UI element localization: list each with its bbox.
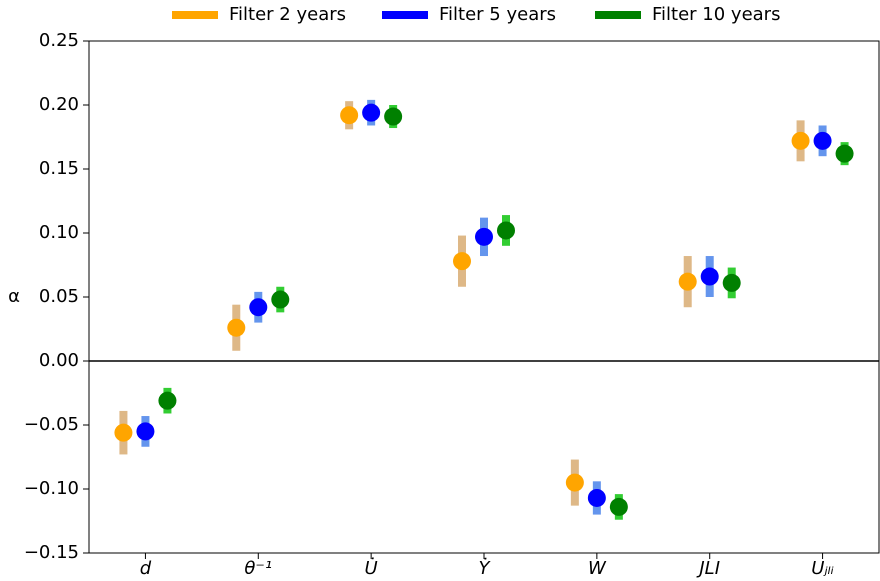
legend-label: Filter 5 years — [439, 4, 556, 25]
marker — [565, 473, 584, 492]
y-tick-label: −0.05 — [24, 414, 79, 435]
marker — [340, 106, 359, 125]
marker — [249, 298, 268, 317]
marker — [678, 272, 697, 291]
marker — [114, 423, 133, 442]
y-tick-label: 0.15 — [39, 158, 79, 179]
x-tick-label: θ⁻¹ — [244, 558, 272, 579]
y-tick-label: 0.25 — [39, 30, 79, 51]
marker — [384, 107, 403, 126]
marker — [791, 131, 810, 150]
y-axis-label: α — [8, 286, 20, 307]
marker — [700, 267, 719, 286]
plot-frame — [88, 40, 880, 554]
marker — [136, 422, 155, 441]
x-tick-label: Ẏ — [479, 558, 492, 579]
x-tick-label: JLI — [696, 558, 720, 579]
marker — [497, 221, 515, 240]
x-tick-label: U̇ — [365, 558, 378, 579]
marker — [722, 273, 741, 292]
y-tick-label: 0.00 — [39, 350, 79, 371]
marker — [813, 131, 832, 150]
marker — [453, 252, 471, 271]
marker — [227, 318, 246, 337]
legend-swatch — [382, 11, 428, 19]
marker — [362, 103, 381, 122]
marker — [587, 488, 606, 507]
marker — [158, 391, 177, 410]
legend-label: Filter 2 years — [229, 4, 346, 25]
x-tick-label: Uⱼₗᵢ — [811, 558, 834, 579]
y-tick-label: −0.10 — [24, 478, 79, 499]
y-tick-label: 0.10 — [39, 222, 79, 243]
marker — [271, 290, 290, 309]
x-tick-label: d — [140, 558, 152, 579]
y-tick-label: 0.20 — [39, 94, 79, 115]
y-tick-label: 0.05 — [39, 286, 79, 307]
legend-swatch — [172, 11, 218, 19]
legend-swatch — [595, 11, 641, 19]
marker — [609, 497, 628, 516]
legend-label: Filter 10 years — [652, 4, 780, 25]
y-tick-label: −0.15 — [24, 542, 79, 563]
marker — [835, 144, 854, 163]
marker — [475, 227, 493, 246]
x-tick-label: W — [588, 558, 607, 579]
